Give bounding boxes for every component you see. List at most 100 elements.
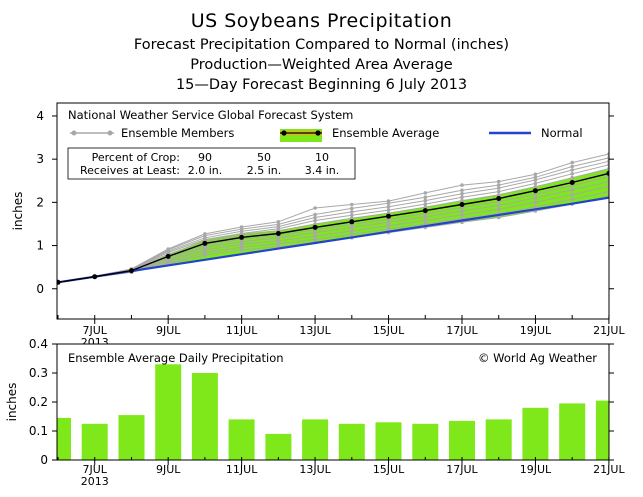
line-y-tick-label: 3 <box>36 152 44 166</box>
chart-subtitle-3: 15—Day Forecast Beginning 6 July 2013 <box>175 77 468 93</box>
ensemble-average-point <box>422 208 428 214</box>
ensemble-member-point <box>203 248 207 252</box>
bar-x-tick-label: 11JUL <box>226 463 258 476</box>
ensemble-member-point <box>239 248 244 252</box>
ensemble-member-point <box>533 178 538 182</box>
bar-y-axis: 0 0.1 0.2 0.3 0.4 <box>29 337 614 467</box>
percent-col3-percent: 10 <box>315 151 329 164</box>
ensemble-member-point <box>423 215 428 219</box>
legend-average-marker-2 <box>315 130 321 136</box>
normal-line-group <box>57 196 609 284</box>
ensemble-member-point <box>386 204 391 209</box>
percent-col1-percent: 90 <box>198 151 212 164</box>
legend-ensemble-members: Ensemble Members <box>70 126 234 140</box>
ensemble-member-point <box>313 237 317 242</box>
line-x-tick-label: 21JUL <box>593 324 625 337</box>
daily-precip-bar <box>228 419 255 460</box>
ensemble-member-line <box>57 153 609 283</box>
ensemble-member-point <box>460 198 464 203</box>
ensemble-member-point <box>350 202 354 207</box>
normal-line <box>57 196 609 284</box>
ensemble-average-point <box>532 188 538 194</box>
legend-average-label: Ensemble Average <box>332 126 439 140</box>
ensemble-member-point <box>423 191 428 195</box>
percent-col3-amount: 3.4 in. <box>305 164 340 177</box>
ensemble-member-point <box>423 198 428 203</box>
line-x-tick-label: 15JUL <box>373 324 405 337</box>
ensemble-member-point <box>570 172 574 176</box>
ensemble-average-point <box>459 202 465 207</box>
percent-col2-amount: 2.5 in. <box>247 164 282 177</box>
line-y-tick-label: 1 <box>36 239 44 253</box>
daily-precip-bar <box>595 400 609 460</box>
ensemble-member-point <box>496 215 501 220</box>
ensemble-member-point <box>386 208 391 212</box>
ensemble-member-point <box>276 239 281 243</box>
percent-table: Percent of Crop: Receives at Least: 90 2… <box>67 147 356 180</box>
bar-y-tick-label: 0 <box>40 453 48 467</box>
percent-table-row1-label: Percent of Crop: <box>92 151 180 164</box>
line-x-tick-label: 9JUL <box>156 324 181 337</box>
ensemble-average-point <box>275 231 281 236</box>
daily-precip-bar <box>485 419 512 460</box>
line-x-tick-label: 13JUL <box>299 324 331 337</box>
bar-y-tick-label: 0.3 <box>29 366 48 380</box>
ensemble-member-point <box>276 242 281 246</box>
ensemble-average-point <box>606 170 609 176</box>
ensemble-member-point <box>386 201 391 205</box>
ensemble-member-point <box>570 192 574 197</box>
ensemble-member-point <box>203 245 207 250</box>
percent-col1-amount: 2.0 in. <box>188 164 223 177</box>
legend-ensemble-average: Ensemble Average <box>280 126 439 142</box>
ensemble-member-point <box>423 205 428 209</box>
line-y-axis-label: inches <box>11 192 25 231</box>
ensemble-member-point <box>350 229 354 233</box>
ensemble-member-point <box>460 188 464 193</box>
line-x-tick-label: 11JUL <box>226 324 258 337</box>
ensemble-member-point <box>313 215 317 220</box>
bar-y-axis-label: inches <box>5 383 19 422</box>
ensemble-member-point <box>533 172 538 177</box>
ensemble-member-point <box>386 220 391 224</box>
ensemble-member-point <box>313 234 317 238</box>
percent-table-row2-label: Receives at Least: <box>80 164 180 177</box>
ensemble-member-point <box>239 239 244 244</box>
daily-precip-bar <box>412 423 439 460</box>
ensemble-member-point <box>496 203 501 208</box>
bar-x-tick-label: 7JUL <box>83 463 108 476</box>
ensemble-member-point <box>460 183 464 187</box>
ensemble-member-point <box>496 179 501 184</box>
ensemble-member-point <box>496 207 501 212</box>
legend-normal-label: Normal <box>541 126 583 140</box>
ensemble-member-point <box>423 202 428 206</box>
bar-y-tick-label: 0.2 <box>29 395 48 409</box>
ensemble-member-point <box>276 220 281 224</box>
ensemble-member-point <box>350 213 354 218</box>
ensemble-member-point <box>239 242 244 247</box>
ensemble-member-point <box>533 185 538 189</box>
ensemble-member-point <box>276 236 281 240</box>
daily-precip-bar <box>302 419 329 460</box>
ensemble-average-group <box>57 170 609 285</box>
legend-average-fill-swatch <box>280 129 322 142</box>
legend-members-marker-2 <box>107 130 113 136</box>
daily-precip-bar <box>375 422 402 460</box>
line-y-tick-label: 2 <box>36 195 44 209</box>
daily-precip-bar <box>265 433 292 460</box>
ensemble-member-point <box>496 189 501 194</box>
bar-plot-area <box>57 344 609 460</box>
chart-subtitle-2: Production—Weighted Area Average <box>190 57 453 73</box>
bar-x-tick-year: 2013 <box>81 475 109 488</box>
ensemble-member-point <box>386 223 391 228</box>
line-plot-frame <box>56 102 610 320</box>
ensemble-member-point <box>350 216 354 221</box>
ensemble-average-point <box>165 253 171 259</box>
line-y-tick-label: 0 <box>36 282 44 296</box>
legend-members-label: Ensemble Members <box>121 126 234 140</box>
ensemble-member-point <box>350 225 354 230</box>
daily-precip-bar <box>559 403 586 460</box>
